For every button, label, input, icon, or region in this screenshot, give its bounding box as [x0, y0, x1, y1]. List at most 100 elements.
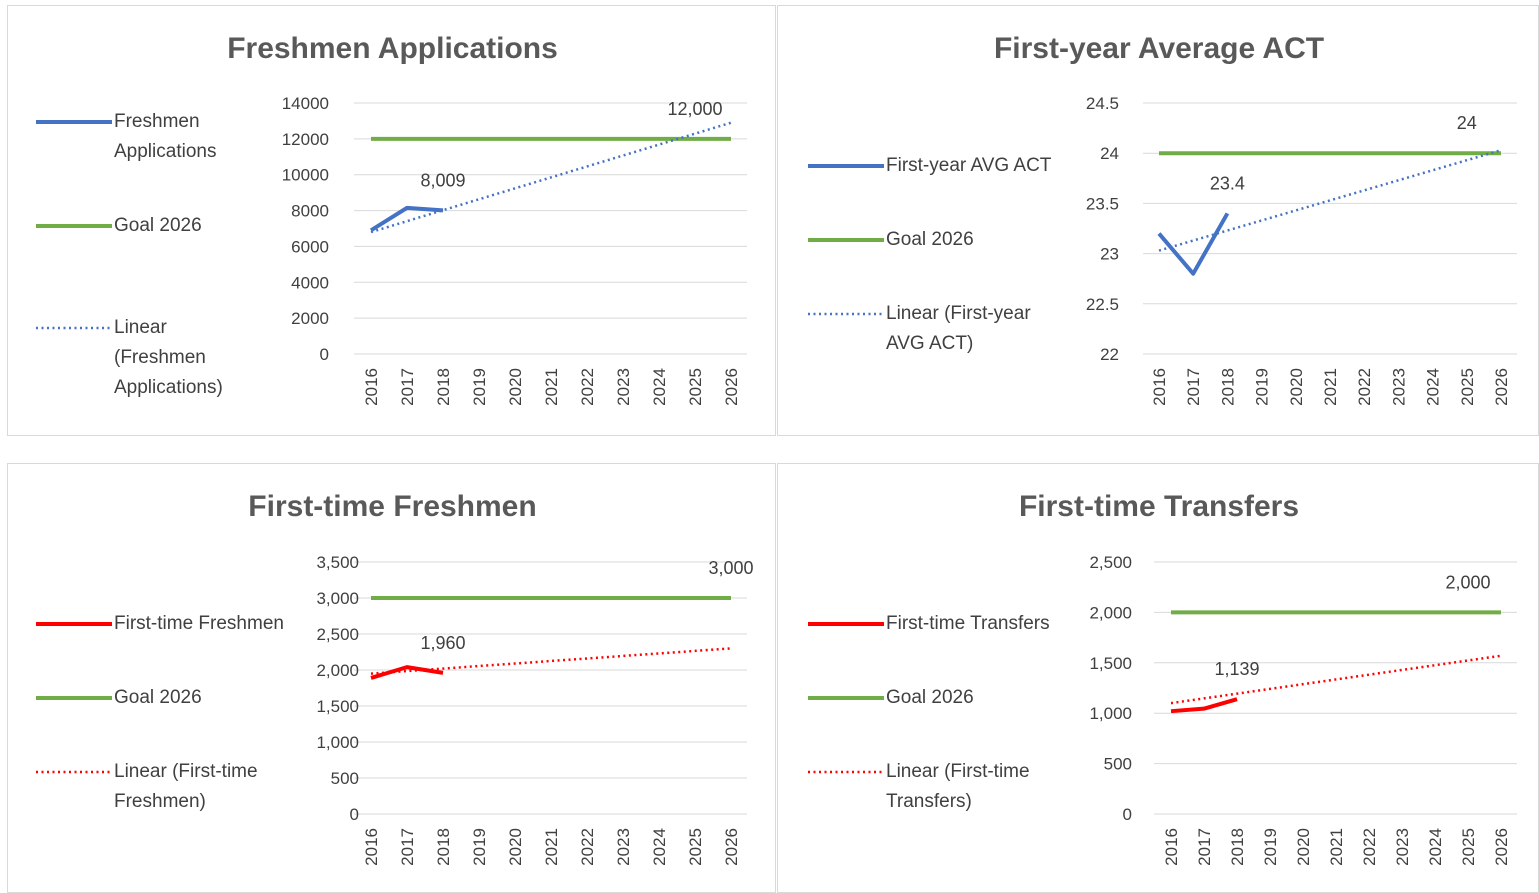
- x-tick-label: 2026: [1492, 368, 1511, 406]
- series-line: [370, 665, 444, 680]
- x-tick-label: 2024: [1426, 828, 1445, 866]
- legend-label: Linear (First-year AVG ACT): [886, 303, 1031, 354]
- legend-swatch: [808, 770, 884, 774]
- y-tick-label: 3,500: [316, 553, 359, 572]
- x-tick-label: 2016: [362, 828, 381, 866]
- x-tick-label: 2018: [1218, 368, 1237, 406]
- legend-entry: Goal 2026: [36, 211, 242, 241]
- x-tick-label: 2019: [1253, 368, 1272, 406]
- chart: First-year Average ACT 22 22.5 23 23.5 24 24.5…: [994, 32, 1517, 406]
- data-label: 2,000: [1445, 572, 1490, 592]
- x-tick-label: 2021: [542, 368, 561, 406]
- y-tick-label: 2,000: [1089, 603, 1132, 622]
- legend-entry: First-time Transfers: [808, 609, 1058, 639]
- legend-entry: Goal 2026: [808, 225, 1056, 255]
- x-tick-label: 2016: [1162, 828, 1181, 866]
- legend-swatch: [808, 622, 884, 626]
- x-tick-label: 2016: [362, 368, 381, 406]
- y-tick-label: 2000: [291, 309, 329, 328]
- legend-label: Goal 2026: [886, 687, 974, 708]
- x-tick-label: 2019: [470, 368, 489, 406]
- x-tick-label: 2024: [650, 828, 669, 866]
- y-tick-label: 10000: [282, 166, 329, 185]
- legend-swatch: [808, 238, 884, 242]
- legend-label: Linear (First-time Transfers): [886, 761, 1030, 812]
- legend-swatch: [36, 622, 112, 626]
- chart-title: First-year Average ACT: [994, 32, 1324, 65]
- chart-title: First-time Freshmen: [248, 490, 536, 523]
- x-tick-label: 2018: [434, 368, 453, 406]
- y-tick-label: 2,500: [1089, 553, 1132, 572]
- x-tick-label: 2021: [542, 828, 561, 866]
- chart-panel: Freshmen Applications 0 2000 4000 6000 8000 10…: [7, 5, 776, 436]
- series-line: [369, 205, 444, 232]
- x-tick-label: 2026: [1492, 828, 1511, 866]
- y-tick-label: 24.5: [1086, 94, 1119, 113]
- y-tick-label: 1,500: [316, 697, 359, 716]
- data-label: 3,000: [708, 558, 753, 578]
- chart: First-time Freshmen 0 500 1,000 1,500 2,000 2,…: [248, 490, 753, 866]
- y-tick-label: 3,000: [316, 589, 359, 608]
- x-tick-label: 2020: [1294, 828, 1313, 866]
- legend-label: Goal 2026: [114, 215, 202, 236]
- legend-swatch: [808, 164, 884, 168]
- legend-swatch: [36, 696, 112, 700]
- chart-panel: First-year Average ACT 22 22.5 23 23.5 24 24.5…: [777, 5, 1539, 436]
- data-label: 23.4: [1210, 173, 1245, 193]
- y-tick-label: 12000: [282, 130, 329, 149]
- y-tick-label: 2,000: [316, 661, 359, 680]
- chart: Freshmen Applications 0 2000 4000 6000 8000 10…: [227, 32, 747, 406]
- y-tick-label: 23.5: [1086, 194, 1119, 213]
- data-label: 12,000: [667, 99, 722, 119]
- x-tick-label: 2024: [1424, 368, 1443, 406]
- x-tick-label: 2020: [506, 828, 525, 866]
- legend-label: First-time Transfers: [886, 613, 1050, 634]
- legend-entry: Goal 2026: [808, 683, 1058, 713]
- legend-entry: Freshmen Applications: [36, 107, 242, 167]
- x-tick-label: 2022: [1360, 828, 1379, 866]
- series-line: [1170, 654, 1502, 705]
- x-tick-label: 2017: [398, 368, 417, 406]
- x-tick-label: 2022: [1355, 368, 1374, 406]
- legend-swatch: [36, 770, 112, 774]
- x-tick-label: 2026: [722, 368, 741, 406]
- y-tick-label: 1,000: [1089, 704, 1132, 723]
- data-label: 8,009: [420, 170, 465, 190]
- x-tick-label: 2018: [434, 828, 453, 866]
- legend-label: Linear (Freshmen Applications): [114, 317, 223, 398]
- x-tick-label: 2025: [686, 368, 705, 406]
- series-line: [1158, 148, 1502, 252]
- y-tick-label: 500: [331, 769, 359, 788]
- x-tick-label: 2020: [506, 368, 525, 406]
- data-label: 1,960: [420, 633, 465, 653]
- legend-label: Goal 2026: [886, 229, 974, 250]
- y-tick-label: 1,000: [316, 733, 359, 752]
- x-tick-label: 2019: [470, 828, 489, 866]
- x-tick-label: 2021: [1327, 828, 1346, 866]
- legend-entry: Linear (First-year AVG ACT): [808, 299, 1056, 359]
- legend-entry: Linear (First-time Freshmen): [36, 757, 286, 817]
- legend-swatch: [36, 224, 112, 228]
- x-tick-label: 2022: [578, 368, 597, 406]
- chart: First-time Transfers 0 500 1,000 1,500 2,000 2…: [1019, 490, 1517, 866]
- x-tick-label: 2021: [1321, 368, 1340, 406]
- legend-label: Freshmen Applications: [114, 111, 217, 162]
- y-tick-label: 1,500: [1089, 654, 1132, 673]
- x-tick-label: 2024: [650, 368, 669, 406]
- x-tick-label: 2023: [614, 368, 633, 406]
- y-tick-label: 0: [350, 805, 359, 824]
- y-tick-label: 22.5: [1086, 295, 1119, 314]
- chart-panel: First-time Freshmen 0 500 1,000 1,500 2,000 2,…: [7, 463, 776, 893]
- x-tick-label: 2023: [1389, 368, 1408, 406]
- y-tick-label: 500: [1104, 755, 1132, 774]
- series-line: [1157, 212, 1230, 276]
- x-tick-label: 2026: [722, 828, 741, 866]
- series-line: [370, 121, 732, 234]
- y-tick-label: 23: [1100, 245, 1119, 264]
- chart-title: Freshmen Applications: [227, 32, 558, 65]
- x-tick-label: 2023: [614, 828, 633, 866]
- x-tick-label: 2022: [578, 828, 597, 866]
- legend-entry: Linear (First-time Transfers): [808, 757, 1058, 817]
- legend-entry: First-year AVG ACT: [808, 151, 1056, 181]
- legend-swatch: [808, 696, 884, 700]
